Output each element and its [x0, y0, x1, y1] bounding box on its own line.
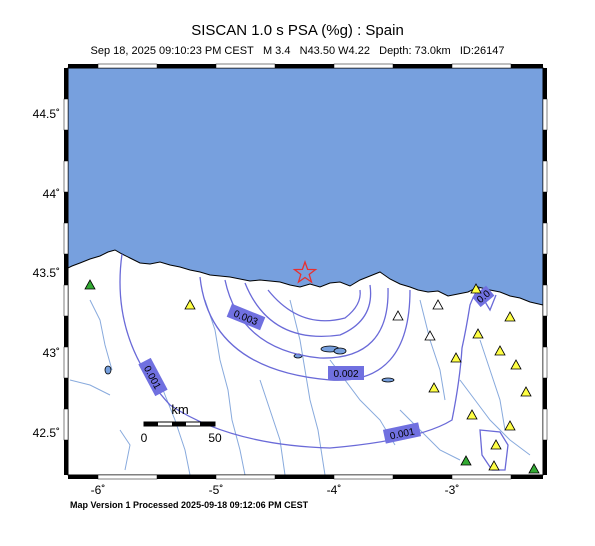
station-marker [510, 359, 522, 370]
sea-area [67, 67, 544, 306]
station-marker [424, 330, 436, 341]
station-marker [528, 463, 540, 474]
event-location: N43.50 W4.22 [299, 45, 370, 57]
lat-label: 43.5˚ [33, 266, 60, 280]
event-depth: Depth: 73.0km [379, 45, 451, 57]
lat-label: 44˚ [43, 187, 60, 201]
station-marker [520, 386, 532, 397]
lon-label: -6˚ [91, 483, 106, 497]
contour-label-2: 0.002 [328, 366, 364, 380]
station-marker [460, 455, 472, 466]
scale-max-label: 50 [208, 431, 222, 445]
station-marker [392, 310, 404, 321]
stations [84, 279, 540, 474]
station-marker [470, 283, 482, 294]
station-marker [428, 382, 440, 393]
event-subtitle: Sep 18, 2025 09:10:23 PM CEST M 3.4 N43.… [0, 45, 595, 57]
contour-label-4: 0.001 [382, 422, 422, 444]
event-date: Sep 18, 2025 09:10:23 PM CEST [90, 45, 254, 57]
station-marker [490, 439, 502, 450]
reservoirs [104, 345, 395, 383]
lat-label: 43˚ [43, 346, 60, 360]
station-marker [184, 299, 196, 310]
lon-label: -4˚ [327, 483, 342, 497]
station-marker [504, 311, 516, 322]
station-marker [450, 352, 462, 363]
contour-label-text: 0.001 [389, 426, 416, 442]
lon-label: -3˚ [445, 483, 460, 497]
map-title: SISCAN 1.0 s PSA (%g) : Spain [191, 22, 404, 39]
contour-label-text: 0.002 [333, 369, 358, 380]
station-marker [472, 328, 484, 339]
station-marker [84, 279, 96, 290]
lat-label: 42.5˚ [33, 426, 60, 440]
map-version-footer: Map Version 1 Processed 2025-09-18 09:12… [70, 500, 309, 510]
event-id: ID:26147 [459, 45, 505, 57]
scale-bar: km 0 50 [141, 402, 222, 445]
star-icon [292, 260, 318, 284]
scale-unit: km [171, 402, 188, 417]
scale-min-label: 0 [141, 431, 148, 445]
lon-label: -5˚ [209, 483, 224, 497]
station-marker [504, 420, 516, 431]
map-frame [63, 63, 548, 480]
lat-label: 44.5˚ [33, 107, 60, 121]
station-marker [432, 299, 444, 310]
station-marker [488, 460, 500, 471]
event-magnitude: M 3.4 [262, 45, 291, 57]
station-marker [494, 345, 506, 356]
station-marker [466, 409, 478, 420]
